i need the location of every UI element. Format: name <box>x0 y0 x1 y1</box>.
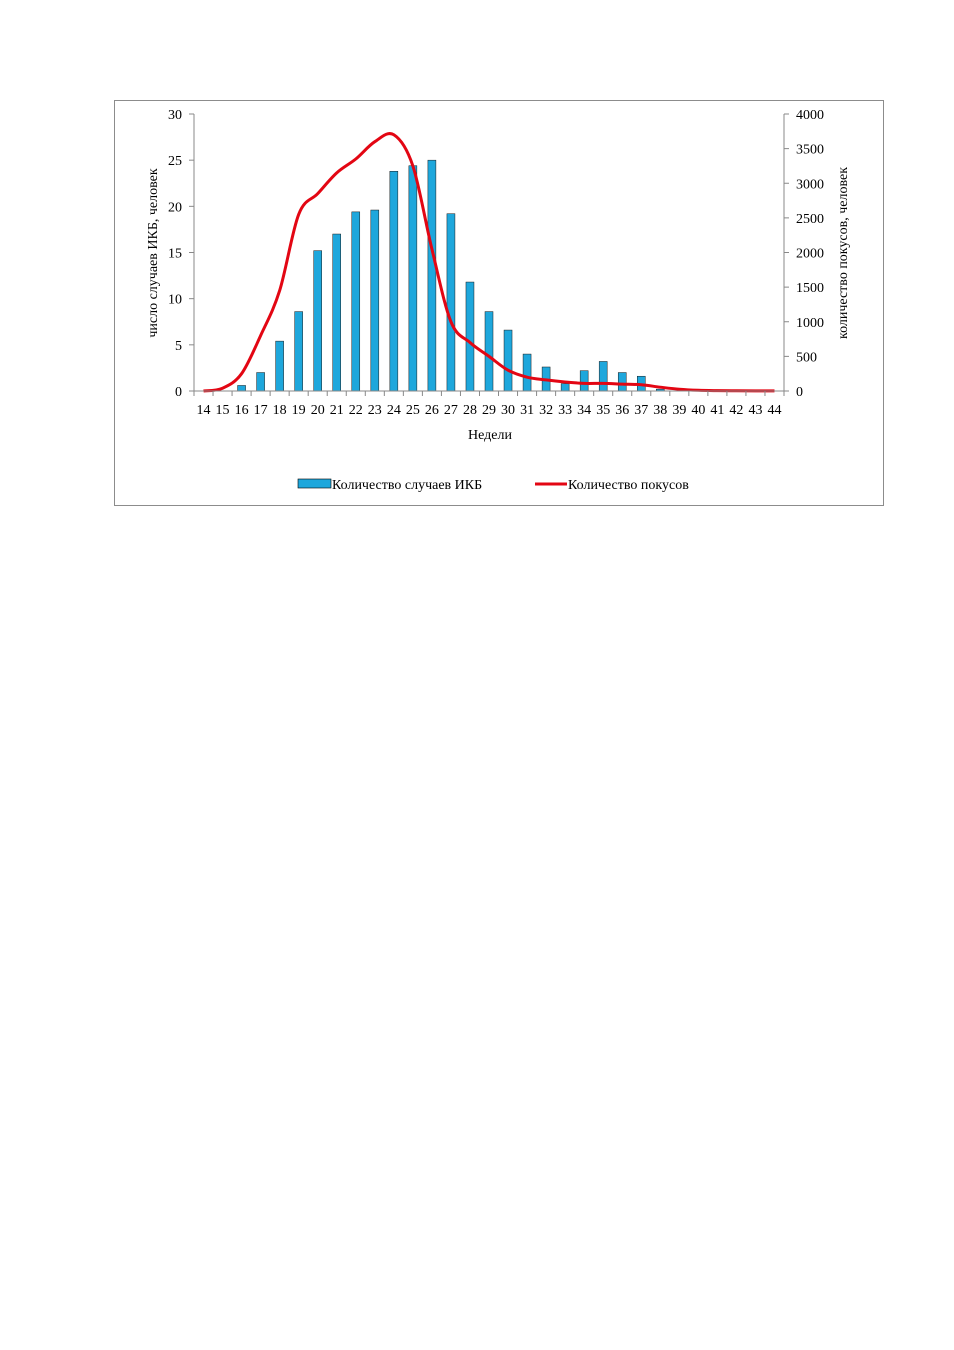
x-tick-label-34: 34 <box>577 403 591 418</box>
bar-31 <box>522 353 532 392</box>
y-left-tick-label: 10 <box>168 293 182 308</box>
y-right-tick-label: 1000 <box>796 316 824 331</box>
x-tick-label-16: 16 <box>235 403 249 418</box>
bar-16 <box>237 385 246 392</box>
x-tick-label-31: 31 <box>520 403 534 418</box>
y-left-tick-label: 25 <box>168 154 182 169</box>
x-tick-label-35: 35 <box>596 403 610 418</box>
bar-36 <box>617 372 627 392</box>
x-tick-label-43: 43 <box>748 403 762 418</box>
axes-group <box>189 113 789 396</box>
chart-frame: 0 5 10 15 20 25 30 0 500 1000 1500 2000 2500 3000 3500… <box>114 100 884 506</box>
y-left-tick-label: 20 <box>168 200 182 215</box>
x-tick-label-19: 19 <box>292 403 306 418</box>
line-series-path <box>203 132 775 393</box>
legend-label-bar: Количество случаев ИКБ <box>332 478 482 493</box>
x-tick-label-25: 25 <box>406 403 420 418</box>
x-tick-label-30: 30 <box>501 403 515 418</box>
x-tick-label-42: 42 <box>729 403 743 418</box>
x-tick-label-29: 29 <box>482 403 496 418</box>
x-tick-label-28: 28 <box>463 403 477 418</box>
x-tick-label-37: 37 <box>634 403 648 418</box>
y-left-tick-label: 15 <box>168 247 182 262</box>
bar-21 <box>332 233 341 392</box>
bar-22 <box>351 211 361 392</box>
tick-labels-group: 0 5 10 15 20 25 30 0 500 1000 1500 2000 2500 3000 3500… <box>168 108 824 418</box>
y-left-tick-label: 5 <box>175 339 182 354</box>
x-tick-label-32: 32 <box>539 403 553 418</box>
bar-28 <box>465 281 475 392</box>
y-left-tick-label: 30 <box>168 108 182 123</box>
line-series-group <box>203 132 775 393</box>
y-right-tick-label: 3500 <box>796 143 824 158</box>
y-right-tick-label: 500 <box>796 350 817 365</box>
bar-26 <box>427 159 437 392</box>
bar-30 <box>503 329 513 392</box>
x-tick-label-41: 41 <box>710 403 724 418</box>
y-right-tick-label: 3000 <box>796 177 824 192</box>
x-tick-label-24: 24 <box>387 403 401 418</box>
bar-series-group <box>237 159 665 392</box>
bar-17 <box>256 372 265 392</box>
y-left-tick-label: 0 <box>175 385 182 400</box>
legend: Количество случаев ИКБ Количество покусо… <box>297 478 689 493</box>
y-axis-right-title: количество покусов, человек <box>836 167 851 339</box>
y-right-tick-label: 0 <box>796 385 803 400</box>
x-tick-label-18: 18 <box>273 403 287 418</box>
bar-20 <box>313 250 322 392</box>
y-axis-left-title: число случаев ИКБ, человек <box>146 168 161 337</box>
x-tick-label-33: 33 <box>558 403 572 418</box>
legend-swatch-bar <box>297 478 332 489</box>
x-tick-label-39: 39 <box>672 403 686 418</box>
legend-label-line: Количество покусов <box>568 478 689 493</box>
y-right-tick-label: 2000 <box>796 247 824 262</box>
bar-33 <box>560 383 570 392</box>
y-right-tick-label: 1500 <box>796 281 824 296</box>
x-tick-label-14: 14 <box>197 403 211 418</box>
x-tick-label-38: 38 <box>653 403 667 418</box>
bar-19 <box>294 311 303 392</box>
bar-35 <box>598 361 608 392</box>
chart-svg: 0 5 10 15 20 25 30 0 500 1000 1500 2000 2500 3000 3500… <box>146 108 851 493</box>
x-tick-label-44: 44 <box>767 403 781 418</box>
bar-27 <box>446 213 456 392</box>
bar-25 <box>408 165 418 392</box>
x-tick-label-26: 26 <box>425 403 439 418</box>
x-tick-label-17: 17 <box>254 403 268 418</box>
x-tick-label-23: 23 <box>368 403 382 418</box>
y-right-tick-label: 2500 <box>796 212 824 227</box>
x-tick-label-36: 36 <box>615 403 629 418</box>
bar-34 <box>579 370 589 392</box>
bar-18 <box>275 340 284 392</box>
y-right-tick-label: 4000 <box>796 108 824 123</box>
bar-29 <box>484 311 494 392</box>
x-tick-label-15: 15 <box>216 403 230 418</box>
x-tick-label-20: 20 <box>311 403 325 418</box>
x-tick-label-21: 21 <box>330 403 344 418</box>
x-tick-label-40: 40 <box>691 403 705 418</box>
bar-24 <box>389 170 399 392</box>
x-tick-label-22: 22 <box>349 403 363 418</box>
x-tick-label-27: 27 <box>444 403 458 418</box>
bar-23 <box>370 209 380 392</box>
x-axis-title: Недели <box>468 428 512 443</box>
